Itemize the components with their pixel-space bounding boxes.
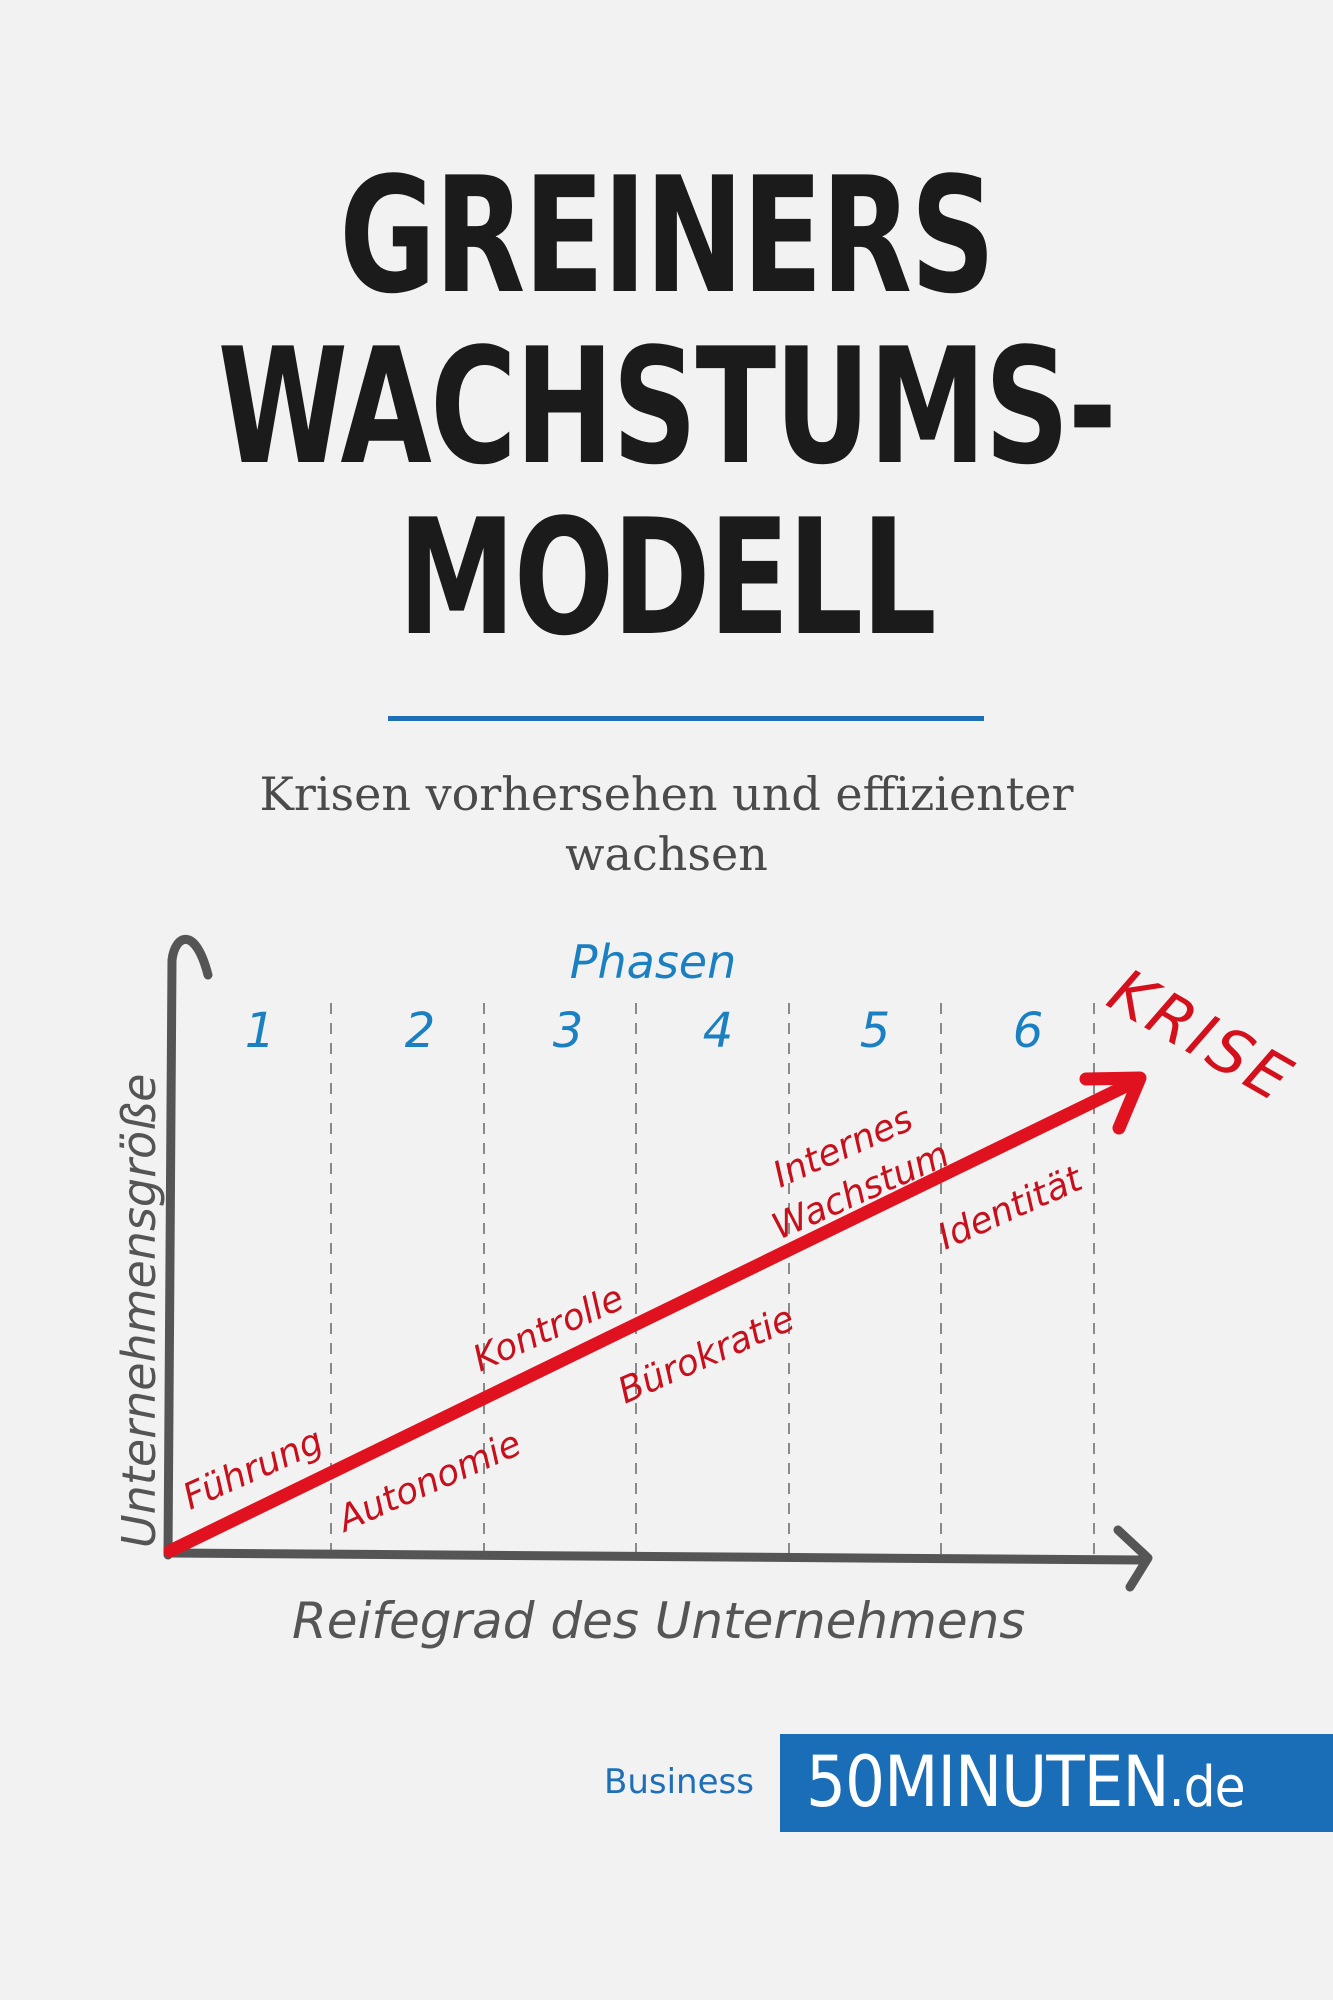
phase-number: 1 bbox=[245, 1003, 276, 1059]
book-title: GREINERS WACHSTUMS- MODELL bbox=[120, 150, 1213, 663]
y-axis-label: Unternehmensgröße bbox=[112, 1074, 166, 1548]
publisher-logo-text: 50MINUTEN.de bbox=[806, 1741, 1246, 1828]
phase-number: 3 bbox=[553, 1003, 584, 1059]
x-axis-arrowhead-icon bbox=[1113, 1525, 1153, 1592]
phases-label: Phasen bbox=[570, 935, 737, 989]
growth-arrow bbox=[163, 1078, 1135, 1558]
growth-arrowhead-icon bbox=[1079, 1071, 1147, 1135]
x-axis bbox=[165, 1548, 1145, 1565]
title-line: GREINERS bbox=[339, 142, 995, 329]
phase-number: 2 bbox=[405, 1003, 436, 1059]
phase-number: 4 bbox=[703, 1003, 734, 1059]
phase-number: 5 bbox=[860, 1003, 891, 1059]
subtitle-line: Krisen vorhersehen und effizienter bbox=[259, 767, 1074, 821]
x-axis-label: Reifegrad des Unternehmens bbox=[292, 1592, 1025, 1650]
brand-main: 50MINUTEN bbox=[806, 1741, 1170, 1823]
crisis-phase-label: Autonomie bbox=[330, 1423, 527, 1541]
subtitle-line: wachsen bbox=[565, 827, 768, 881]
phase-numbers: 1 2 3 4 5 6 bbox=[245, 1003, 1044, 1059]
publisher-logo bbox=[780, 1734, 1333, 1832]
book-subtitle: Krisen vorhersehen und effizienter wachs… bbox=[0, 764, 1333, 884]
title-line: MODELL bbox=[397, 484, 937, 671]
category-label: Business bbox=[604, 1762, 754, 1802]
phase-number: 6 bbox=[1013, 1003, 1044, 1059]
title-divider bbox=[388, 716, 984, 721]
y-axis bbox=[163, 934, 213, 1560]
brand-suffix: .de bbox=[1168, 1755, 1246, 1820]
growth-labels: Führung Kontrolle Internes Wachstum Iden… bbox=[177, 1098, 1090, 1518]
title-line: WACHSTUMS- bbox=[217, 313, 1117, 500]
